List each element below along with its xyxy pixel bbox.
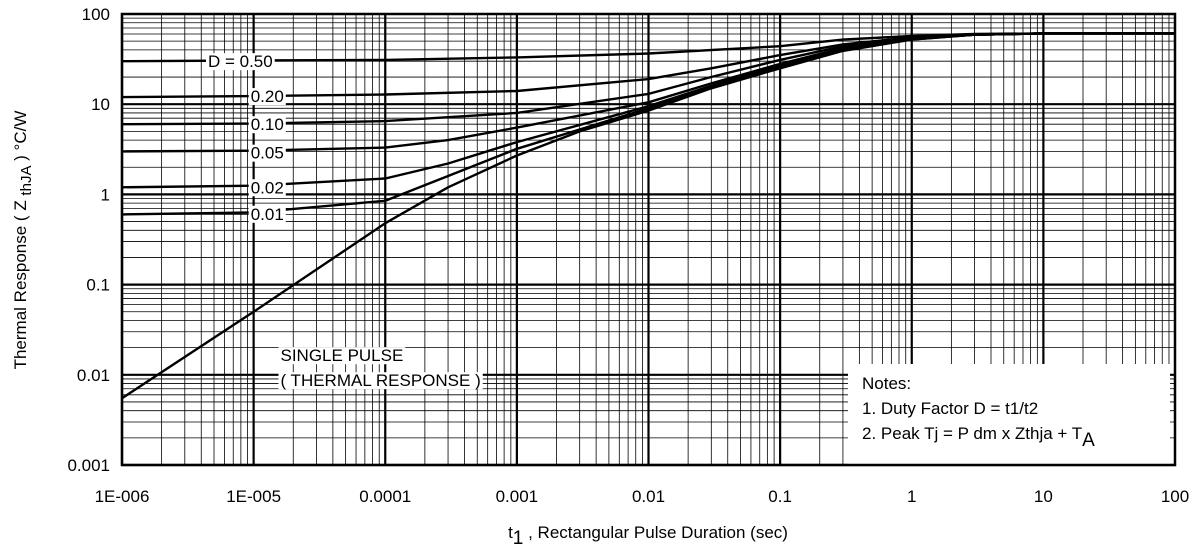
y-tick-label: 100 bbox=[82, 5, 110, 24]
curve-labels: D = 0.50 0.20 0.10 0.05 0.02 0.01 SINGLE PULSE… bbox=[205, 52, 483, 390]
notes-line-2-main: 2. Peak Tj = P dm x Zthja + T bbox=[862, 424, 1082, 443]
x-tick-label: 0.0001 bbox=[359, 487, 411, 506]
y-tick-label: 0.1 bbox=[86, 276, 110, 295]
curve-label-0-05: 0.05 bbox=[251, 144, 284, 163]
x-axis-label-rest: , Rectangular Pulse Duration (sec) bbox=[523, 523, 788, 542]
y-tick-label: 10 bbox=[91, 95, 110, 114]
x-tick-label: 0.001 bbox=[496, 487, 539, 506]
y-tick-label: 1 bbox=[101, 185, 110, 204]
y-axis-label: Thermal Response ( Z thJA ) °C/W bbox=[11, 111, 35, 370]
curve-label-background-0-20 bbox=[248, 88, 286, 106]
curve-label-0-01: 0.01 bbox=[251, 205, 284, 224]
curve-label-0-10: 0.10 bbox=[251, 115, 284, 134]
x-tick-label: 1E-006 bbox=[95, 487, 150, 506]
plot-frame bbox=[120, 12, 1177, 467]
x-tick-label: 0.01 bbox=[632, 487, 665, 506]
curve-label-background-0-01 bbox=[248, 205, 286, 223]
notes-line-2: 2. Peak Tj = P dm x Zthja + TA bbox=[862, 424, 1095, 451]
curve-label-0-02: 0.02 bbox=[251, 178, 284, 197]
curve-label-d-0-50: D = 0.50 bbox=[208, 52, 273, 71]
curve-label-background-0-10 bbox=[248, 116, 286, 134]
x-tick-labels: 1E-006 1E-005 0.0001 0.001 0.01 0.1 1 10 100 bbox=[95, 487, 1190, 506]
y-tick-labels: 0.001 0.01 0.1 1 10 100 bbox=[67, 5, 110, 475]
curve-label-single-pulse: SINGLE PULSE bbox=[280, 346, 403, 365]
y-axis-label-post: ) °C/W bbox=[11, 111, 30, 166]
curve-label-0-20: 0.20 bbox=[251, 87, 284, 106]
curve-label-background-d-0-50 bbox=[205, 53, 275, 71]
curve-label-background-0-05 bbox=[248, 144, 286, 162]
notes-line-2-subscript: A bbox=[1082, 430, 1095, 451]
curve-label-background-single-pulse bbox=[278, 347, 406, 365]
y-tick-label: 0.001 bbox=[67, 456, 110, 475]
curve-label-single-pulse-sub: ( THERMAL RESPONSE ) bbox=[280, 371, 480, 390]
notes-line-1: 1. Duty Factor D = t1/t2 bbox=[862, 399, 1038, 418]
x-tick-label: 1E-005 bbox=[226, 487, 281, 506]
notes-title: Notes: bbox=[862, 374, 911, 393]
curves bbox=[121, 32, 1175, 400]
y-axis-label-pre: Thermal Response ( Z bbox=[11, 196, 30, 370]
notes-box-background bbox=[848, 364, 1170, 464]
curve-single-pulse bbox=[121, 32, 1175, 400]
notes-box: Notes: 1. Duty Factor D = t1/t2 2. Peak … bbox=[848, 364, 1170, 464]
curve-label-background-0-02 bbox=[248, 179, 286, 197]
x-tick-label: 100 bbox=[1161, 487, 1189, 506]
curve-label-background-single-pulse-sub bbox=[278, 372, 483, 390]
y-axis-label-subscript: thJA bbox=[18, 166, 35, 196]
x-axis-label-subscript: 1 bbox=[513, 528, 524, 549]
x-tick-label: 0.1 bbox=[768, 487, 792, 506]
x-axis-label: t1 , Rectangular Pulse Duration (sec) bbox=[508, 523, 788, 549]
x-tick-label: 1 bbox=[907, 487, 916, 506]
x-axis-label-main: t bbox=[508, 523, 513, 542]
x-tick-label: 10 bbox=[1034, 487, 1053, 506]
y-tick-label: 0.01 bbox=[77, 366, 110, 385]
